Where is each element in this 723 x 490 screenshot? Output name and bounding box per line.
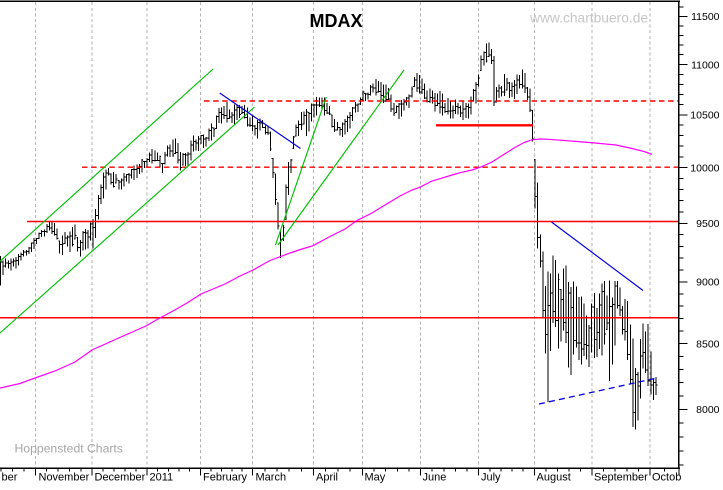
svg-text:September: September: [594, 472, 648, 484]
svg-text:MDAX: MDAX: [310, 11, 363, 31]
svg-text:11000: 11000: [691, 59, 720, 71]
svg-text:December: December: [95, 472, 146, 484]
svg-text:March: March: [256, 472, 287, 484]
svg-text:Hoppenstedt Charts: Hoppenstedt Charts: [15, 442, 123, 456]
svg-text:ber: ber: [2, 472, 18, 484]
svg-text:10500: 10500: [690, 110, 719, 122]
svg-text:Octob: Octob: [652, 472, 681, 484]
svg-text:November: November: [39, 472, 90, 484]
svg-text:10000: 10000: [690, 163, 719, 175]
svg-text:April: April: [316, 472, 338, 484]
svg-text:June: June: [423, 472, 447, 484]
svg-text:8000: 8000: [696, 404, 720, 416]
svg-text:8500: 8500: [696, 339, 720, 351]
svg-text:9500: 9500: [696, 218, 720, 230]
svg-text:www.chartbuero.de: www.chartbuero.de: [529, 11, 648, 26]
svg-text:9000: 9000: [696, 277, 720, 289]
svg-text:July: July: [481, 472, 501, 484]
svg-text:2011: 2011: [150, 472, 174, 484]
svg-text:February: February: [203, 472, 248, 484]
svg-text:11500: 11500: [691, 11, 720, 23]
svg-text:August: August: [537, 472, 571, 484]
svg-text:May: May: [365, 472, 386, 484]
